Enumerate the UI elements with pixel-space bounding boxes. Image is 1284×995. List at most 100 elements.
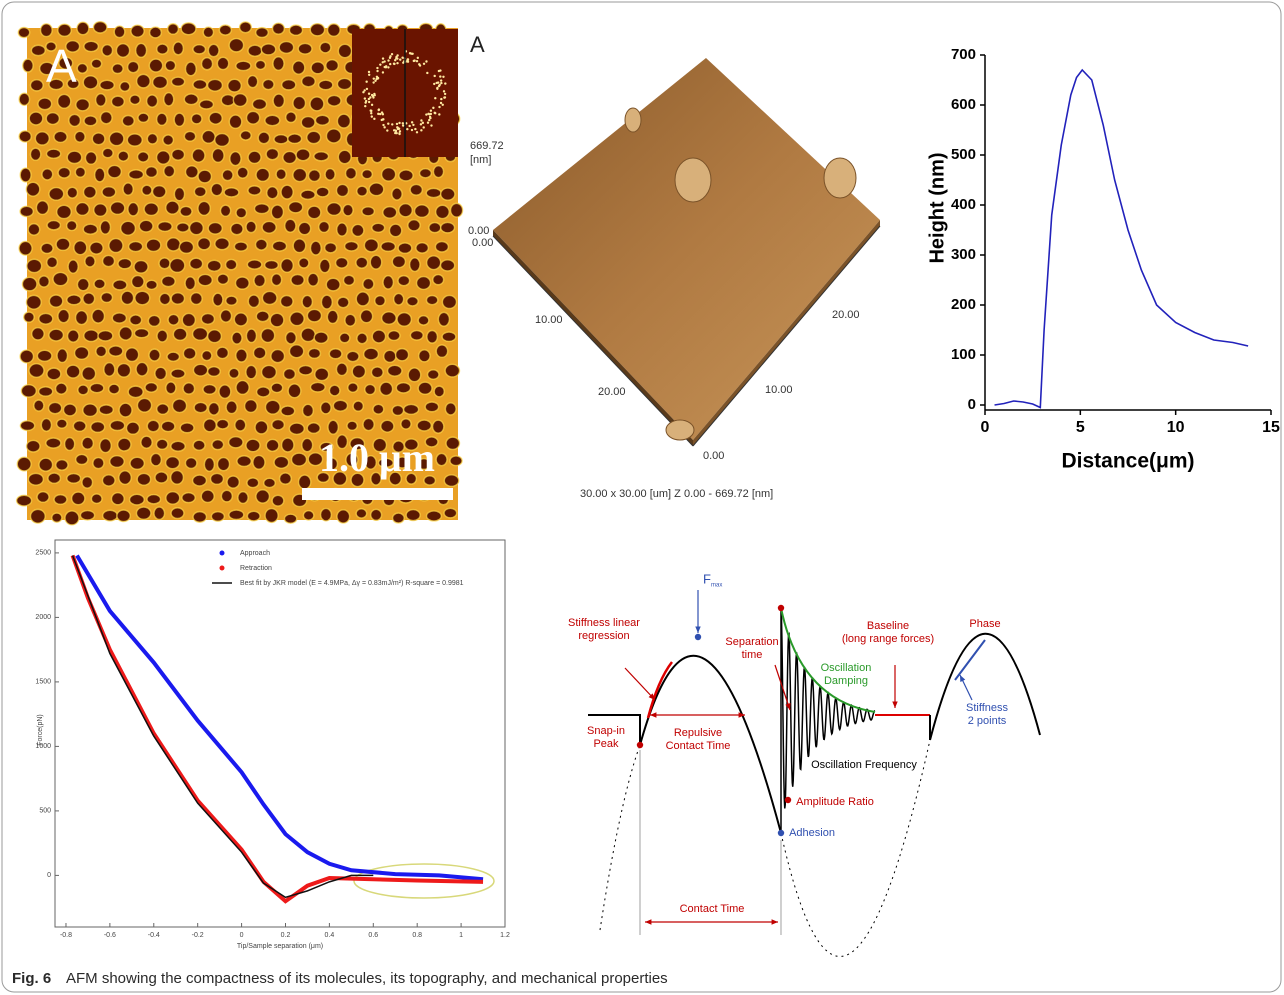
pore — [83, 76, 97, 89]
fft-dot — [440, 79, 442, 81]
pore — [226, 296, 237, 305]
pore — [237, 456, 251, 467]
pore — [19, 241, 32, 255]
stiffness-2pt — [955, 640, 985, 680]
pore — [262, 365, 277, 378]
pore — [325, 169, 335, 181]
pore — [286, 112, 297, 123]
pore — [153, 76, 168, 88]
pore — [170, 258, 185, 272]
pore — [112, 64, 123, 74]
pore — [371, 509, 382, 520]
pore — [327, 95, 341, 106]
pore — [83, 293, 95, 305]
pore — [215, 238, 229, 250]
pore — [84, 41, 98, 51]
pore — [284, 369, 296, 380]
pore — [336, 363, 347, 375]
fft-dot — [373, 118, 375, 120]
fft-dot — [402, 124, 404, 126]
pore — [211, 512, 224, 522]
pore — [326, 60, 338, 71]
pore — [47, 149, 61, 158]
pore — [67, 474, 81, 484]
pore — [353, 401, 363, 411]
fft-dot — [440, 98, 442, 100]
fft-dot — [399, 130, 401, 132]
fft-dot — [425, 60, 427, 62]
pore — [66, 365, 80, 378]
fft-dot — [396, 126, 398, 128]
pore — [319, 80, 333, 90]
pore — [137, 74, 150, 87]
pore — [288, 384, 301, 398]
pore — [291, 274, 304, 285]
pore — [417, 277, 431, 290]
legend-label: Retraction — [240, 565, 272, 572]
pore — [109, 239, 123, 253]
pore — [90, 242, 103, 254]
pore — [220, 310, 231, 322]
pore — [159, 258, 170, 269]
pore — [288, 134, 302, 143]
fft-dot — [410, 52, 412, 54]
pore — [156, 439, 167, 449]
pore — [281, 406, 295, 416]
diagram-label: max — [711, 583, 722, 589]
fft-dot — [442, 76, 444, 78]
pore — [286, 332, 297, 344]
fft-dot — [406, 128, 408, 130]
fft-dot — [374, 80, 376, 82]
pore — [76, 454, 88, 464]
pore — [444, 508, 457, 518]
pore — [303, 511, 313, 520]
pore — [80, 511, 94, 520]
diagram-label: Damping — [824, 675, 868, 687]
fft-dot — [444, 93, 446, 95]
pore — [171, 471, 184, 485]
pore — [128, 386, 143, 397]
pore — [326, 129, 341, 143]
pore — [219, 385, 231, 398]
fft-dot — [398, 133, 400, 135]
pore — [56, 460, 68, 471]
pore — [371, 367, 383, 378]
fft-dot — [418, 63, 420, 65]
fft-dot — [420, 119, 422, 121]
pore — [157, 113, 167, 125]
pore — [221, 95, 234, 106]
pore — [99, 405, 113, 415]
z-max-label: 669.72 — [470, 140, 504, 152]
fft-dot — [407, 58, 409, 60]
pore — [155, 367, 166, 379]
pore — [67, 295, 81, 305]
pore — [231, 223, 243, 234]
pore — [193, 80, 207, 90]
pore — [31, 509, 46, 523]
pore — [247, 76, 257, 88]
pore — [136, 43, 147, 57]
pore — [93, 22, 106, 33]
pore — [293, 96, 305, 109]
y-tick-label: 300 — [951, 246, 976, 263]
pore — [92, 309, 105, 323]
pore — [136, 362, 148, 376]
pore — [125, 348, 138, 362]
pore — [58, 167, 70, 178]
fft-dot — [382, 118, 384, 120]
diagram-label: Contact Time — [666, 740, 731, 752]
fft-dot — [395, 129, 397, 131]
fft-dot — [387, 123, 389, 125]
pore — [328, 420, 338, 434]
pore — [173, 399, 187, 413]
fft-dot — [368, 71, 370, 73]
pore — [19, 131, 31, 142]
fft-dot — [416, 131, 418, 133]
fft-dot — [364, 97, 366, 99]
fft-dot — [426, 72, 428, 74]
pore — [129, 170, 144, 179]
pore — [352, 224, 364, 236]
fft-dot — [432, 107, 434, 109]
pore — [208, 367, 221, 377]
pore — [264, 478, 276, 487]
